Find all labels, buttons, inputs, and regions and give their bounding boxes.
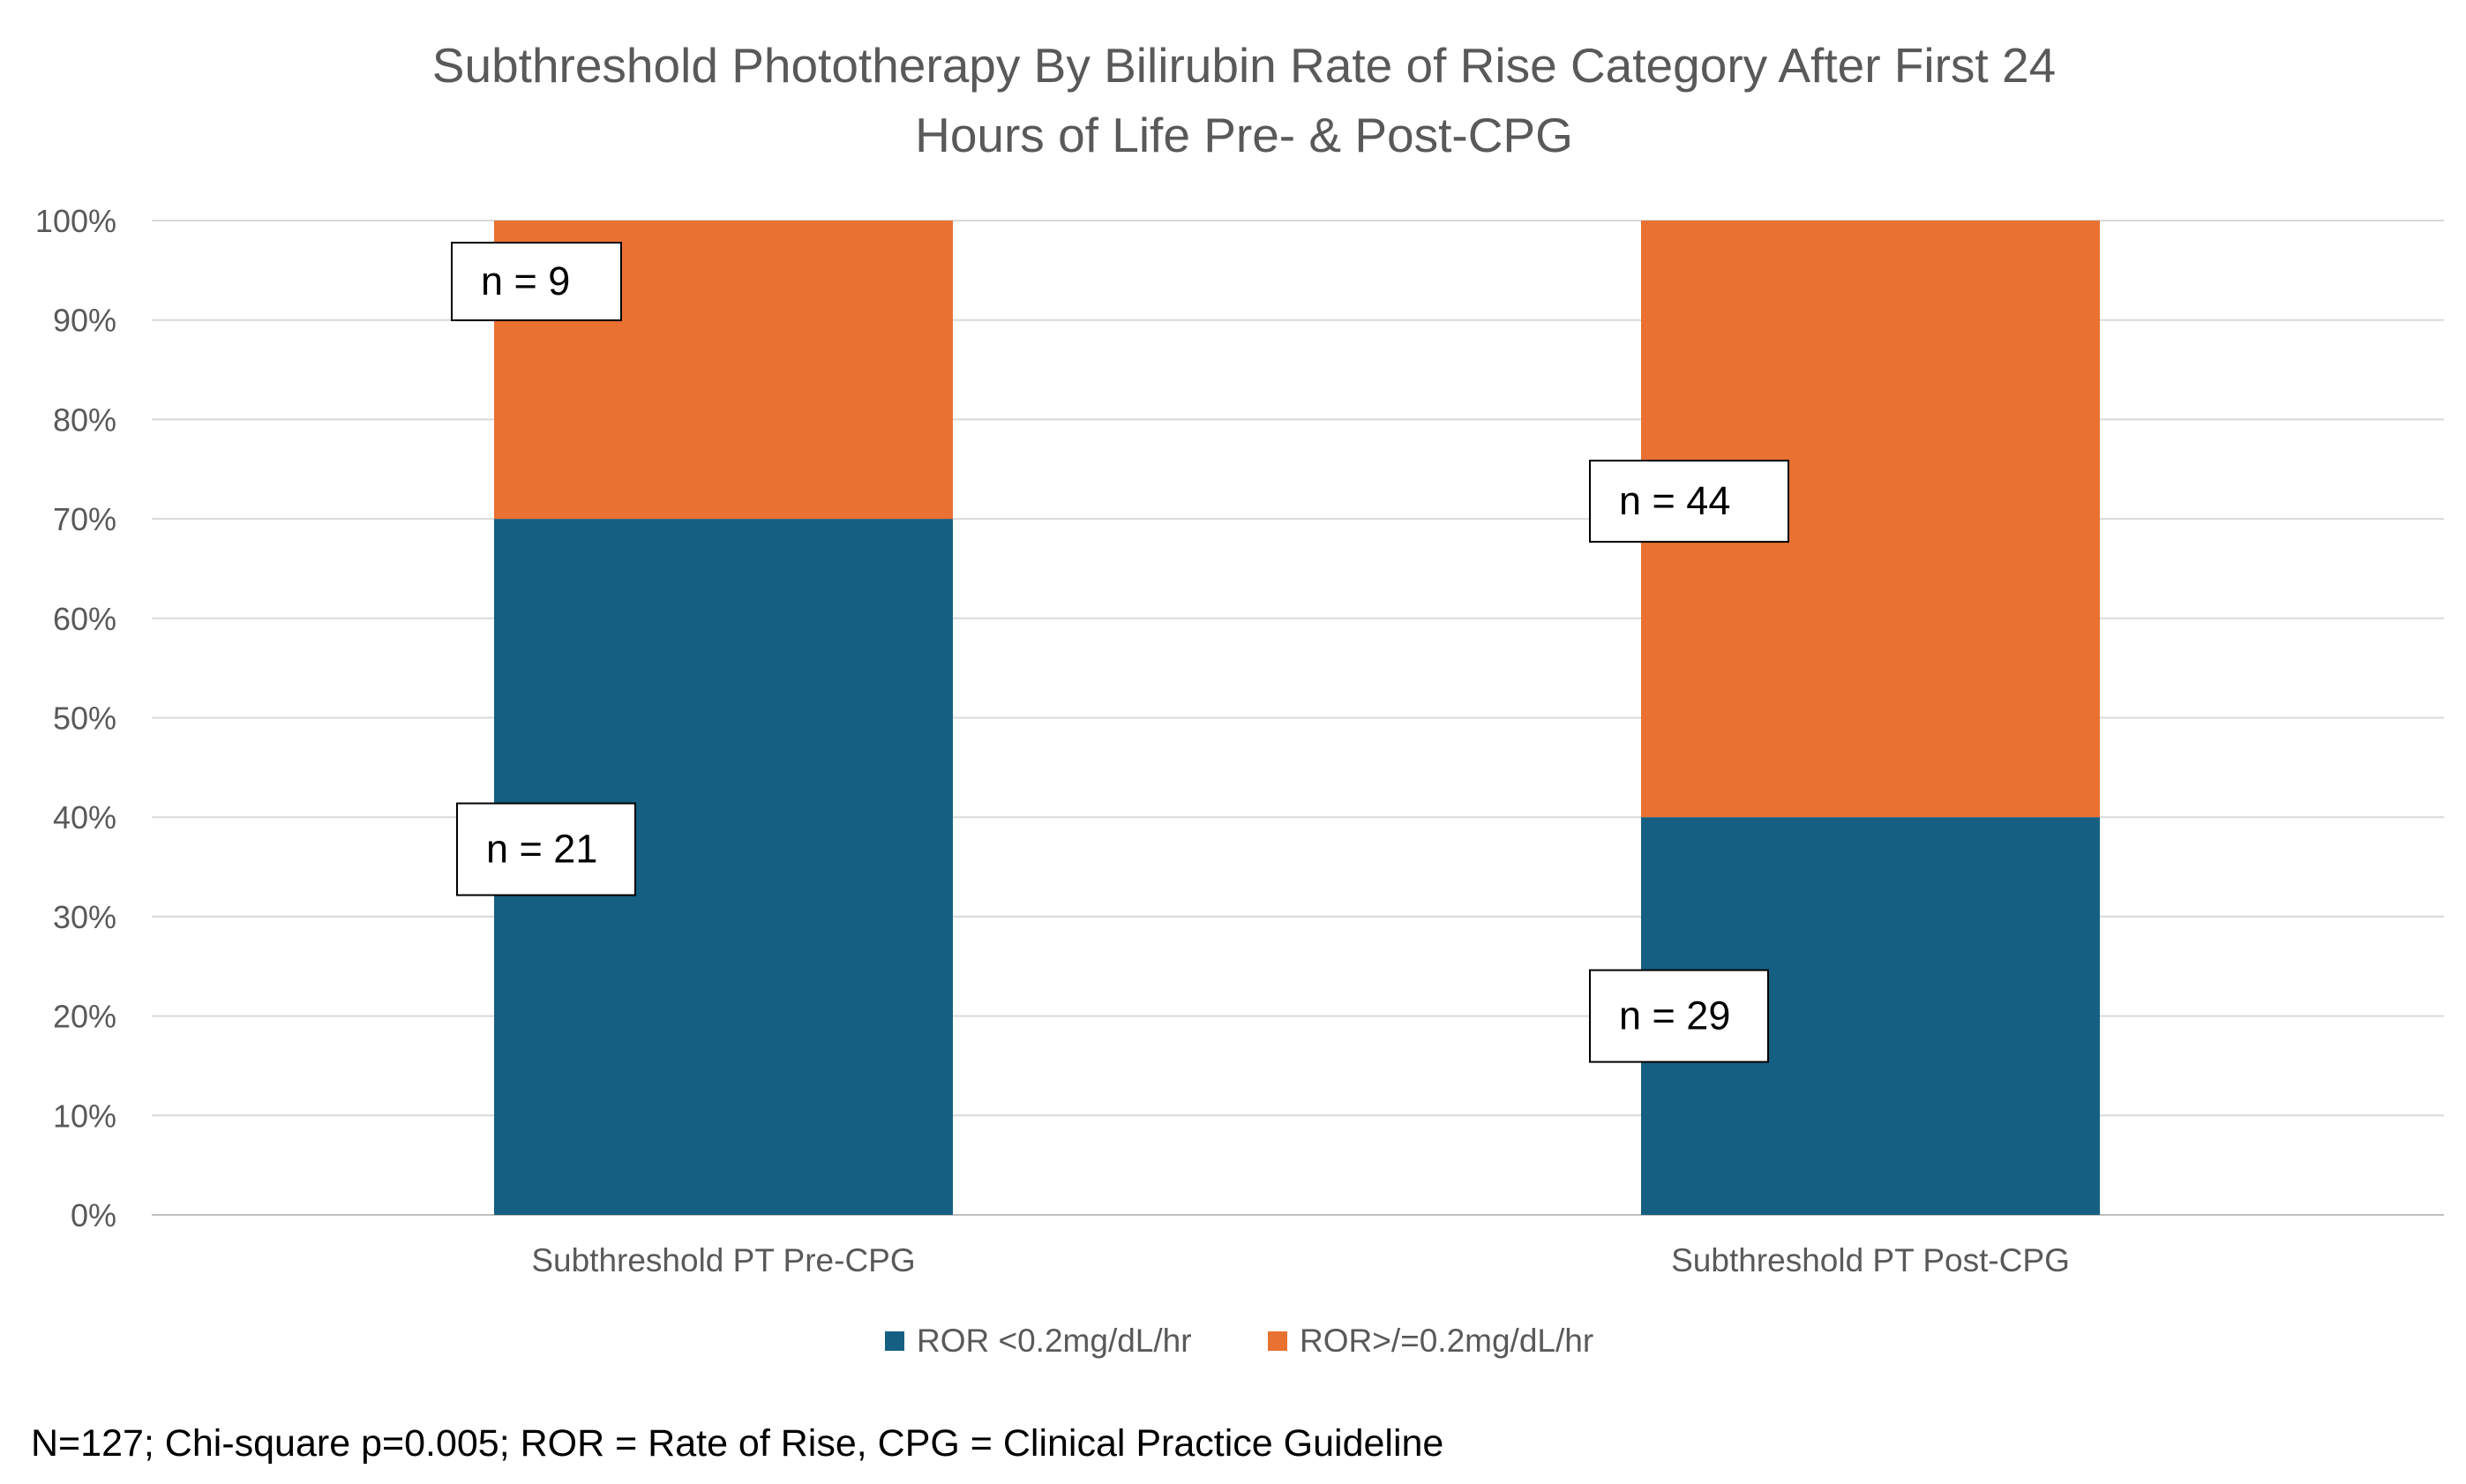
annotation-box <box>456 802 636 896</box>
y-tick-label: 90% <box>53 303 116 339</box>
y-tick-label: 60% <box>53 601 116 637</box>
y-tick-label: 40% <box>53 799 116 836</box>
legend-swatch <box>885 1331 904 1351</box>
count-annotation: n = 29 <box>1589 969 1769 1063</box>
legend-label: ROR <0.2mg/dL/hr <box>917 1323 1192 1359</box>
annotation-label: n = 21 <box>486 827 597 872</box>
y-tick-label: 30% <box>53 899 116 935</box>
annotation-label: n = 44 <box>1619 478 1730 523</box>
legend-label: ROR>/=0.2mg/dL/hr <box>1300 1323 1593 1359</box>
footnote: N=127; Chi-square p=0.005; ROR = Rate of… <box>31 1422 1443 1465</box>
y-tick-label: 80% <box>53 401 116 438</box>
legend-item: ROR>/=0.2mg/dL/hr <box>1268 1323 1593 1359</box>
x-category-label: Subthreshold PT Post-CPG <box>1671 1242 2070 1278</box>
count-annotations: n = 21 n = 9 n = 29 n = 44 <box>451 242 1789 1063</box>
chart-title: Subthreshold Phototherapy By Bilirubin R… <box>432 38 2056 162</box>
annotation-label: n = 29 <box>1619 993 1730 1038</box>
count-annotation: n = 21 <box>456 802 636 896</box>
x-category-label: Subthreshold PT Pre-CPG <box>531 1242 915 1278</box>
annotation-box <box>1589 969 1769 1063</box>
annotation-box <box>1589 460 1789 543</box>
legend-item: ROR <0.2mg/dL/hr <box>885 1323 1192 1359</box>
legend: ROR <0.2mg/dL/hr ROR>/=0.2mg/dL/hr <box>885 1323 1593 1359</box>
x-axis-categories: Subthreshold PT Pre-CPG Subthreshold PT P… <box>531 1242 2070 1278</box>
chart-title-line-1: Subthreshold Phototherapy By Bilirubin R… <box>432 38 2056 93</box>
annotation-label: n = 9 <box>481 259 570 304</box>
legend-swatch <box>1268 1331 1287 1351</box>
y-tick-label: 0% <box>71 1197 116 1233</box>
count-annotation: n = 9 <box>451 242 622 322</box>
y-tick-label: 70% <box>53 501 116 537</box>
y-tick-label: 20% <box>53 999 116 1035</box>
count-annotation: n = 44 <box>1589 460 1789 543</box>
y-tick-label: 100% <box>35 203 116 239</box>
y-tick-label: 50% <box>53 701 116 737</box>
chart-title-line-2: Hours of Life Pre- & Post-CPG <box>915 108 1573 162</box>
y-axis-ticks: 0% 10% 20% 30% 40% 50% 60% 70% 80% 90% 100% <box>35 203 116 1233</box>
y-tick-label: 10% <box>53 1098 116 1134</box>
annotation-box <box>451 242 622 322</box>
